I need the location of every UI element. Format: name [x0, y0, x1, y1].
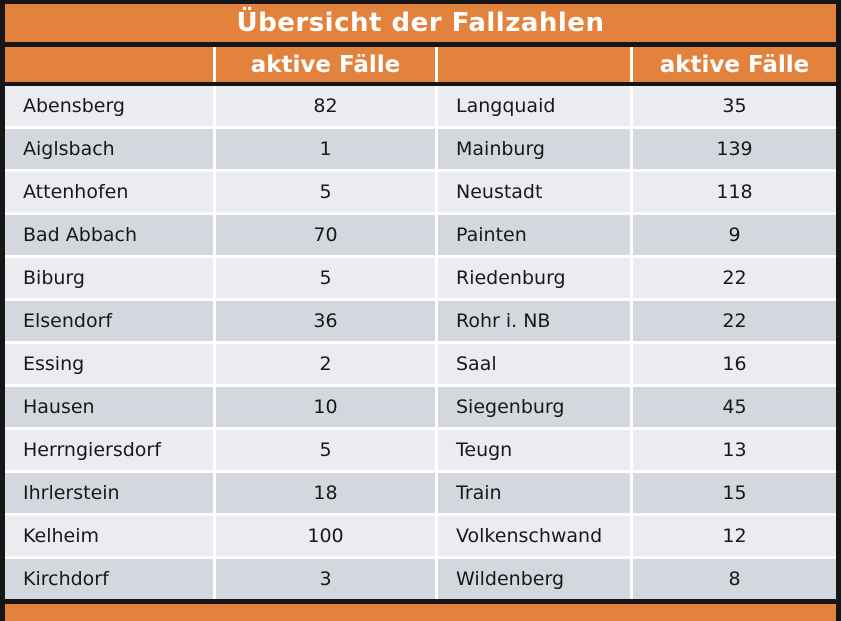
active-cases-cell: 45 [633, 387, 836, 427]
municipality-name-cell: Saal [438, 344, 630, 384]
table-header-row: aktive Fälle aktive Fälle [5, 47, 836, 86]
active-cases-cell: 35 [633, 86, 836, 126]
municipality-name-cell: Siegenburg [438, 387, 630, 427]
municipality-name-cell: Teugn [438, 430, 630, 470]
municipality-name-cell: Volkenschwand [438, 516, 630, 556]
municipality-name-cell: Riedenburg [438, 258, 630, 298]
table-row: Bad Abbach 70 Painten 9 [5, 215, 836, 255]
municipality-name-cell: Attenhofen [5, 172, 213, 212]
municipality-name-cell: Aiglsbach [5, 129, 213, 169]
table-row: Herrngiersdorf 5 Teugn 13 [5, 430, 836, 470]
municipality-name-cell: Kelheim [5, 516, 213, 556]
active-cases-cell: 2 [216, 344, 435, 384]
active-cases-cell: 15 [633, 473, 836, 513]
active-cases-cell: 5 [216, 258, 435, 298]
active-cases-cell: 118 [633, 172, 836, 212]
active-cases-cell: 70 [216, 215, 435, 255]
active-cases-cell: 100 [216, 516, 435, 556]
table-row: Hausen 10 Siegenburg 45 [5, 387, 836, 427]
active-cases-cell: 5 [216, 172, 435, 212]
header-cell-blank-left [5, 47, 213, 82]
municipality-name-cell: Abensberg [5, 86, 213, 126]
active-cases-cell: 139 [633, 129, 836, 169]
active-cases-cell: 8 [633, 559, 836, 599]
municipality-name-cell: Train [438, 473, 630, 513]
active-cases-cell: 9 [633, 215, 836, 255]
municipality-name-cell: Hausen [5, 387, 213, 427]
table-row: Elsendorf 36 Rohr i. NB 22 [5, 301, 836, 341]
active-cases-cell: 16 [633, 344, 836, 384]
table-row: Attenhofen 5 Neustadt 118 [5, 172, 836, 212]
municipality-name-cell: Wildenberg [438, 559, 630, 599]
municipality-name-cell: Essing [5, 344, 213, 384]
municipality-name-cell: Ihrlerstein [5, 473, 213, 513]
active-cases-cell: 10 [216, 387, 435, 427]
active-cases-cell: 13 [633, 430, 836, 470]
table-row: Ihrlerstein 18 Train 15 [5, 473, 836, 513]
municipality-name-cell: Mainburg [438, 129, 630, 169]
municipality-name-cell: Rohr i. NB [438, 301, 630, 341]
active-cases-cell: 12 [633, 516, 836, 556]
active-cases-cell: 5 [216, 430, 435, 470]
header-cell-aktive-faelle-right: aktive Fälle [633, 47, 836, 82]
active-cases-cell: 18 [216, 473, 435, 513]
municipality-name-cell: Elsendorf [5, 301, 213, 341]
municipality-name-cell: Langquaid [438, 86, 630, 126]
cutoff-next-row-strip [5, 599, 836, 621]
municipality-name-cell: Herrngiersdorf [5, 430, 213, 470]
municipality-name-cell: Painten [438, 215, 630, 255]
table-row: Aiglsbach 1 Mainburg 139 [5, 129, 836, 169]
table-row: Abensberg 82 Langquaid 35 [5, 86, 836, 126]
active-cases-cell: 82 [216, 86, 435, 126]
active-cases-cell: 22 [633, 301, 836, 341]
table-row: Biburg 5 Riedenburg 22 [5, 258, 836, 298]
table-title: Übersicht der Fallzahlen [5, 4, 836, 47]
table-row: Kirchdorf 3 Wildenberg 8 [5, 559, 836, 599]
active-cases-cell: 22 [633, 258, 836, 298]
table-row: Essing 2 Saal 16 [5, 344, 836, 384]
active-cases-cell: 3 [216, 559, 435, 599]
active-cases-cell: 36 [216, 301, 435, 341]
municipality-name-cell: Kirchdorf [5, 559, 213, 599]
municipality-name-cell: Neustadt [438, 172, 630, 212]
table-row: Kelheim 100 Volkenschwand 12 [5, 516, 836, 556]
municipality-name-cell: Biburg [5, 258, 213, 298]
table-body: Abensberg 82 Langquaid 35 Aiglsbach 1 Ma… [5, 86, 836, 599]
municipality-name-cell: Bad Abbach [5, 215, 213, 255]
active-cases-cell: 1 [216, 129, 435, 169]
header-cell-blank-right [438, 47, 630, 82]
header-cell-aktive-faelle-left: aktive Fälle [216, 47, 435, 82]
